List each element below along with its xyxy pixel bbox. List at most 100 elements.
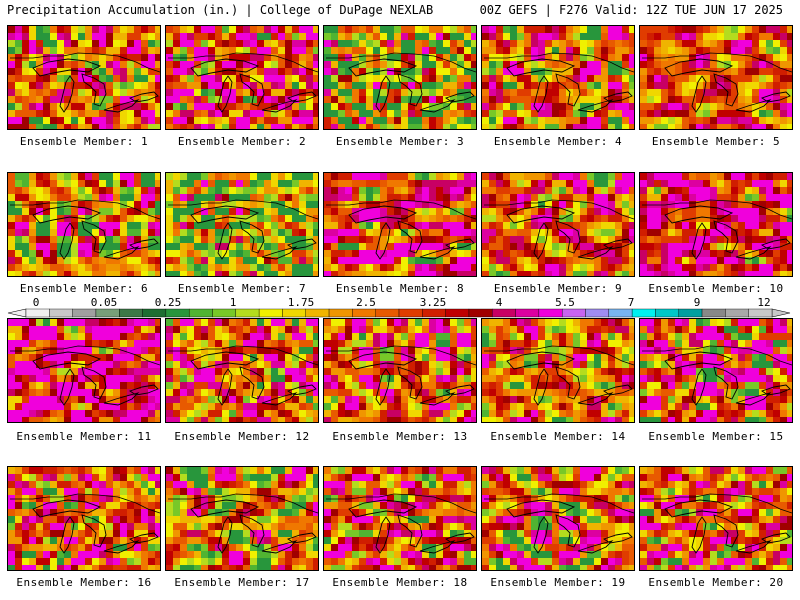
lake-outline	[128, 384, 159, 396]
lake-outline	[444, 91, 475, 103]
precipitation-field	[482, 173, 634, 276]
ensemble-member-map	[639, 466, 793, 571]
lake-outline	[577, 99, 614, 113]
lake-outline	[397, 366, 423, 400]
colorbar-swatch	[725, 308, 749, 318]
lake-outline	[397, 220, 423, 254]
member-caption: Ensemble Member: 14	[490, 430, 626, 443]
lake-outline	[59, 516, 75, 554]
lake-outline	[713, 366, 739, 400]
lake-outline	[602, 238, 633, 250]
lake-outline	[419, 392, 456, 406]
map-title: Precipitation Accumulation (in.) | Colle…	[7, 3, 434, 17]
lake-outline	[602, 91, 633, 103]
lake-outline	[217, 222, 233, 260]
lake-outline	[444, 532, 475, 544]
ensemble-member-map	[639, 318, 793, 423]
lake-outline	[81, 514, 107, 548]
member-caption: Ensemble Member: 15	[648, 430, 784, 443]
lake-outline	[103, 392, 140, 406]
colorbar-swatch	[352, 308, 376, 318]
lake-outline	[375, 368, 391, 406]
border-outline	[168, 345, 318, 366]
lake-outline	[735, 540, 772, 554]
lake-outline	[128, 91, 159, 103]
lake-outline	[217, 75, 233, 113]
lake-outline	[261, 99, 298, 113]
ensemble-member-map	[7, 172, 161, 277]
colorbar-swatch	[538, 308, 563, 318]
colorbar-tick-label: 3.25	[420, 296, 447, 309]
colorbar-swatch	[235, 308, 260, 318]
ensemble-member-map	[639, 25, 793, 130]
lake-outline	[419, 99, 456, 113]
lake-outline	[375, 75, 391, 113]
ensemble-member-map	[323, 318, 477, 423]
member-caption: Ensemble Member: 19	[490, 576, 626, 589]
colorbar-swatch	[119, 308, 143, 318]
member-caption: Ensemble Member: 8	[335, 282, 465, 295]
lake-outline	[190, 499, 260, 518]
border-outline	[642, 199, 792, 220]
colorbar-swatch	[678, 308, 703, 318]
member-caption: Ensemble Member: 18	[332, 576, 468, 589]
member-caption: Ensemble Member: 11	[16, 430, 152, 443]
border-outline	[642, 493, 792, 514]
lake-outline	[691, 516, 707, 554]
lake-outline	[128, 238, 159, 250]
lake-outline	[760, 238, 791, 250]
lake-outline	[348, 58, 418, 77]
lake-outline	[190, 58, 260, 77]
colorbar-tick-label: 5.5	[555, 296, 575, 309]
lake-outline	[555, 366, 581, 400]
member-caption: Ensemble Member: 3	[335, 135, 465, 148]
lake-outline	[577, 246, 614, 260]
colorbar-swatch	[95, 308, 120, 318]
member-caption: Ensemble Member: 5	[651, 135, 781, 148]
colorbar-tick-label: 0.05	[91, 296, 118, 309]
lake-outline	[735, 392, 772, 406]
precipitation-field	[166, 467, 318, 570]
colorbar-swatch	[25, 308, 50, 318]
ensemble-member-map	[481, 466, 635, 571]
lake-outline	[713, 73, 739, 107]
colorbar-tick-label: 9	[694, 296, 701, 309]
colorbar-swatch	[585, 308, 610, 318]
colorbar-swatch	[49, 308, 73, 318]
lake-outline	[217, 516, 233, 554]
lake-outline	[533, 75, 549, 113]
border-outline	[642, 52, 792, 73]
lake-outline	[261, 540, 298, 554]
lake-outline	[375, 516, 391, 554]
colorbar-tick-label: 1	[230, 296, 237, 309]
lake-outline	[577, 392, 614, 406]
border-outline	[326, 199, 476, 220]
ensemble-member-map	[165, 172, 319, 277]
lake-outline	[419, 246, 456, 260]
lake-outline	[261, 246, 298, 260]
colorbar-swatch	[282, 308, 306, 318]
precipitation-field	[324, 319, 476, 422]
ensemble-member-map	[7, 25, 161, 130]
ensemble-member-map	[7, 318, 161, 423]
precipitation-field	[324, 173, 476, 276]
lake-outline	[735, 99, 772, 113]
ensemble-member-map	[481, 172, 635, 277]
lake-outline	[713, 220, 739, 254]
colorbar-tick-label: 1.75	[288, 296, 315, 309]
member-caption: Ensemble Member: 1	[19, 135, 149, 148]
lake-outline	[239, 366, 265, 400]
precipitation-field	[640, 26, 792, 129]
lake-outline	[444, 238, 475, 250]
lake-outline	[444, 384, 475, 396]
lake-outline	[239, 220, 265, 254]
lake-outline	[190, 351, 260, 370]
lake-outline	[555, 73, 581, 107]
border-outline	[168, 199, 318, 220]
colorbar-swatch	[328, 308, 353, 318]
precipitation-field	[166, 319, 318, 422]
lake-outline	[348, 499, 418, 518]
member-caption: Ensemble Member: 17	[174, 576, 310, 589]
lake-outline	[760, 532, 791, 544]
colorbar-swatch	[165, 308, 190, 318]
